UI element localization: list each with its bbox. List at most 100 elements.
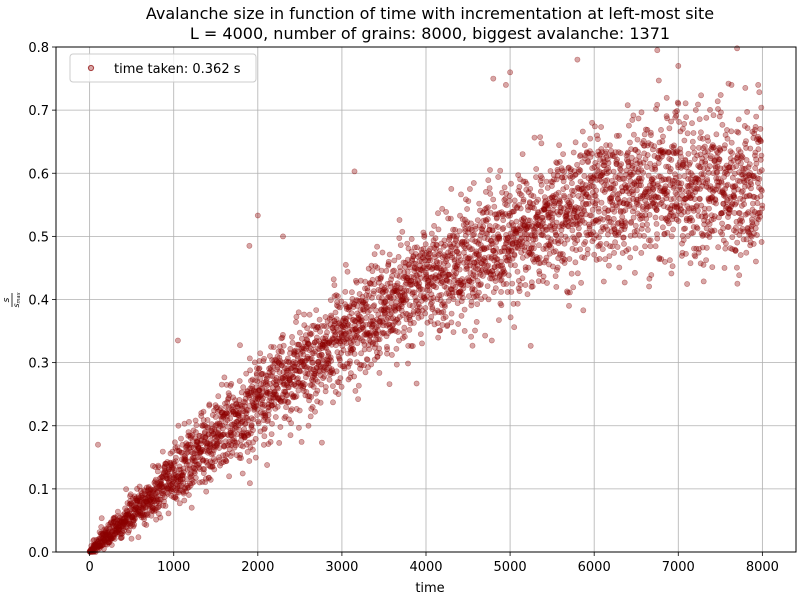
data-point <box>564 236 571 243</box>
data-point <box>137 510 144 516</box>
data-point <box>190 427 197 434</box>
data-point <box>212 422 219 429</box>
data-point <box>531 245 537 252</box>
data-point <box>242 391 249 398</box>
data-point <box>171 470 178 476</box>
data-point <box>757 193 764 200</box>
data-point <box>288 406 295 412</box>
data-point <box>525 264 532 271</box>
data-point <box>102 529 109 536</box>
data-point <box>191 469 198 476</box>
data-point <box>165 468 172 475</box>
data-point <box>399 228 406 235</box>
data-point <box>261 433 268 440</box>
data-point <box>682 100 689 107</box>
data-point <box>88 542 95 549</box>
data-point <box>539 175 545 181</box>
data-point <box>210 431 217 438</box>
data-point <box>209 463 216 470</box>
data-point <box>114 520 121 527</box>
data-point <box>758 138 764 145</box>
data-point <box>734 45 740 52</box>
data-point <box>250 387 257 394</box>
data-point <box>435 210 441 217</box>
data-point <box>212 458 218 465</box>
data-point <box>178 469 184 476</box>
data-point <box>700 171 707 178</box>
data-point <box>187 482 194 489</box>
data-point <box>753 258 759 265</box>
data-point <box>222 457 229 464</box>
data-point <box>197 438 204 444</box>
data-point <box>235 411 242 418</box>
data-point <box>363 314 370 321</box>
data-point <box>702 153 709 159</box>
data-point <box>164 469 170 476</box>
data-point <box>234 439 240 446</box>
data-point <box>222 400 228 407</box>
data-point <box>156 499 162 506</box>
data-point <box>530 193 537 200</box>
data-point <box>140 502 147 508</box>
data-point <box>293 319 299 325</box>
data-point <box>254 378 261 384</box>
data-point <box>93 537 100 543</box>
data-point <box>246 355 253 362</box>
data-point <box>158 484 165 491</box>
data-point <box>331 282 338 288</box>
data-point <box>123 486 129 493</box>
data-point <box>105 535 111 542</box>
data-point <box>101 537 108 543</box>
data-point <box>183 476 190 482</box>
data-point <box>336 357 343 363</box>
data-point <box>101 538 107 545</box>
data-point <box>195 444 202 451</box>
data-point <box>669 263 676 270</box>
data-point <box>96 543 102 550</box>
data-point <box>243 441 250 448</box>
data-point <box>298 438 305 445</box>
data-point <box>236 426 243 433</box>
data-point <box>756 175 763 182</box>
data-point <box>115 508 121 515</box>
data-point <box>250 403 257 409</box>
data-point <box>103 532 109 538</box>
data-point <box>206 444 213 451</box>
data-point <box>248 422 255 428</box>
data-point <box>705 137 711 144</box>
data-point <box>238 432 245 439</box>
data-point <box>156 502 163 509</box>
data-point <box>563 184 570 190</box>
data-point <box>102 535 109 542</box>
data-point <box>288 420 294 426</box>
data-point <box>108 535 115 541</box>
data-point <box>241 434 248 441</box>
data-point <box>152 481 159 488</box>
data-point <box>162 468 168 475</box>
data-point <box>574 56 581 63</box>
data-point <box>208 432 215 439</box>
data-point <box>237 442 244 449</box>
data-point <box>128 501 135 508</box>
data-point <box>140 505 147 512</box>
data-point <box>719 121 726 128</box>
data-point <box>97 531 104 537</box>
y-tick-label: 0.6 <box>28 167 49 182</box>
data-point <box>653 220 660 227</box>
data-point <box>729 234 736 240</box>
data-point <box>242 408 249 415</box>
data-point <box>246 402 253 409</box>
data-point <box>166 473 173 479</box>
data-point <box>113 528 120 535</box>
data-point <box>243 410 250 417</box>
data-point <box>243 370 250 377</box>
data-point <box>690 144 696 151</box>
data-point <box>485 177 492 184</box>
data-point <box>238 389 245 396</box>
data-point <box>91 542 98 549</box>
data-point <box>317 328 323 335</box>
data-point <box>163 489 170 496</box>
data-point <box>177 487 183 494</box>
data-point <box>577 246 583 253</box>
data-point <box>90 542 97 549</box>
